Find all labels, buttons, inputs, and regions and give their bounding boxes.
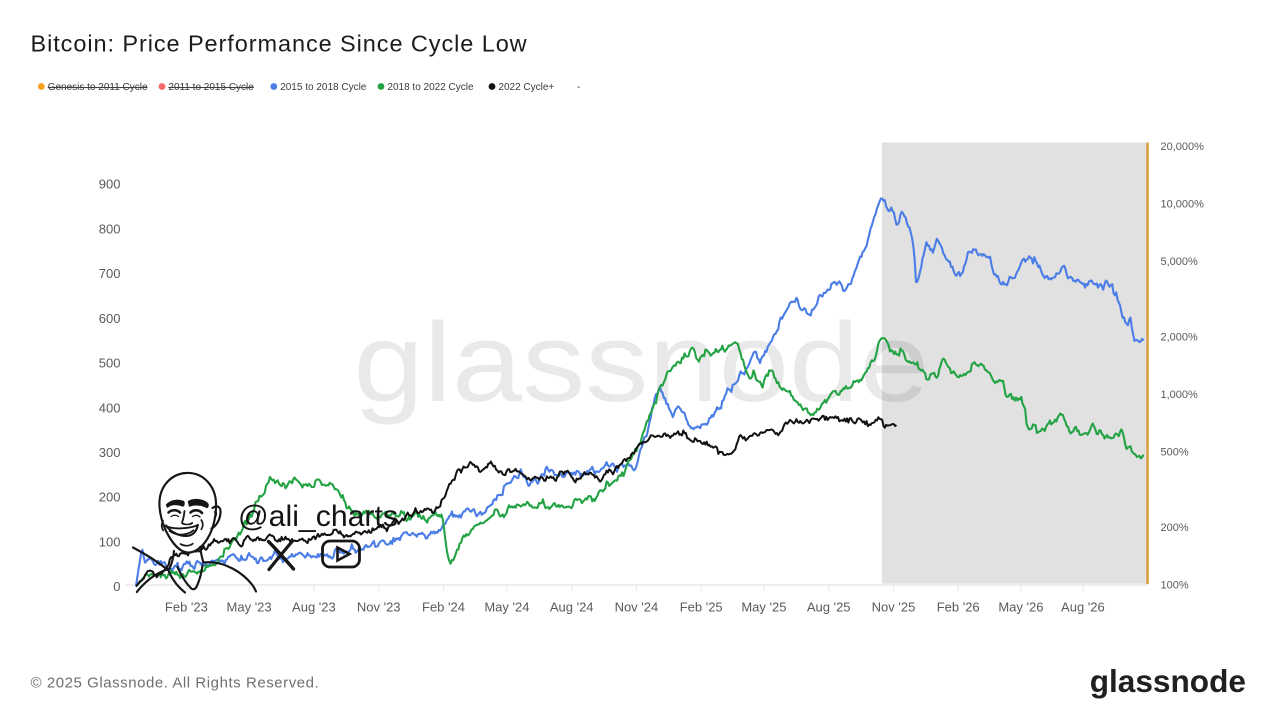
svg-text:Aug '23: Aug '23 (292, 600, 336, 615)
svg-text:May '26: May '26 (998, 600, 1043, 615)
svg-text:Aug '26: Aug '26 (1061, 600, 1105, 615)
svg-text:May '24: May '24 (484, 600, 529, 615)
svg-text:Aug '24: Aug '24 (550, 600, 594, 615)
svg-text:10,000%: 10,000% (1161, 198, 1205, 210)
svg-text:200: 200 (99, 490, 121, 505)
svg-text:600: 600 (99, 311, 121, 326)
svg-text:2011 to 2015 Cycle: 2011 to 2015 Cycle (168, 82, 254, 93)
svg-text:glassnode: glassnode (1090, 663, 1246, 699)
svg-text:100%: 100% (1161, 580, 1189, 592)
svg-text:900: 900 (99, 177, 121, 192)
svg-text:5,000%: 5,000% (1161, 256, 1199, 268)
svg-text:400: 400 (99, 400, 121, 415)
svg-text:200%: 200% (1161, 522, 1189, 534)
svg-text:Feb '25: Feb '25 (680, 600, 723, 615)
svg-text:May '25: May '25 (741, 600, 786, 615)
svg-text:-: - (577, 82, 580, 93)
svg-text:1,000%: 1,000% (1161, 389, 1199, 401)
svg-text:Feb '24: Feb '24 (422, 600, 465, 615)
svg-text:Nov '25: Nov '25 (872, 600, 916, 615)
svg-text:© 2025 Glassnode. All Rights R: © 2025 Glassnode. All Rights Reserved. (31, 675, 320, 692)
svg-text:Feb '26: Feb '26 (937, 600, 980, 615)
svg-text:glassnode: glassnode (354, 300, 930, 425)
svg-text:2018 to 2022 Cycle: 2018 to 2022 Cycle (387, 82, 474, 93)
svg-text:May '23: May '23 (227, 600, 272, 615)
svg-text:@ali_charts: @ali_charts (238, 500, 398, 533)
svg-text:Feb '23: Feb '23 (165, 600, 208, 615)
svg-text:Bitcoin: Price Performance Sin: Bitcoin: Price Performance Since Cycle L… (31, 30, 528, 56)
svg-text:Genesis to 2011 Cycle: Genesis to 2011 Cycle (48, 82, 148, 93)
svg-text:500%: 500% (1161, 446, 1189, 458)
svg-text:100: 100 (99, 534, 121, 549)
svg-text:2022 Cycle+: 2022 Cycle+ (498, 82, 554, 93)
svg-text:Aug '25: Aug '25 (807, 600, 851, 615)
svg-text:700: 700 (99, 266, 121, 281)
svg-text:20,000%: 20,000% (1161, 141, 1205, 153)
svg-text:Nov '23: Nov '23 (357, 600, 401, 615)
svg-text:Nov '24: Nov '24 (615, 600, 659, 615)
svg-text:2,000%: 2,000% (1161, 332, 1199, 344)
svg-text:2015 to 2018 Cycle: 2015 to 2018 Cycle (280, 82, 367, 93)
svg-text:0: 0 (113, 579, 120, 594)
svg-text:800: 800 (99, 221, 121, 236)
svg-text:500: 500 (99, 356, 121, 371)
svg-text:300: 300 (99, 445, 121, 460)
